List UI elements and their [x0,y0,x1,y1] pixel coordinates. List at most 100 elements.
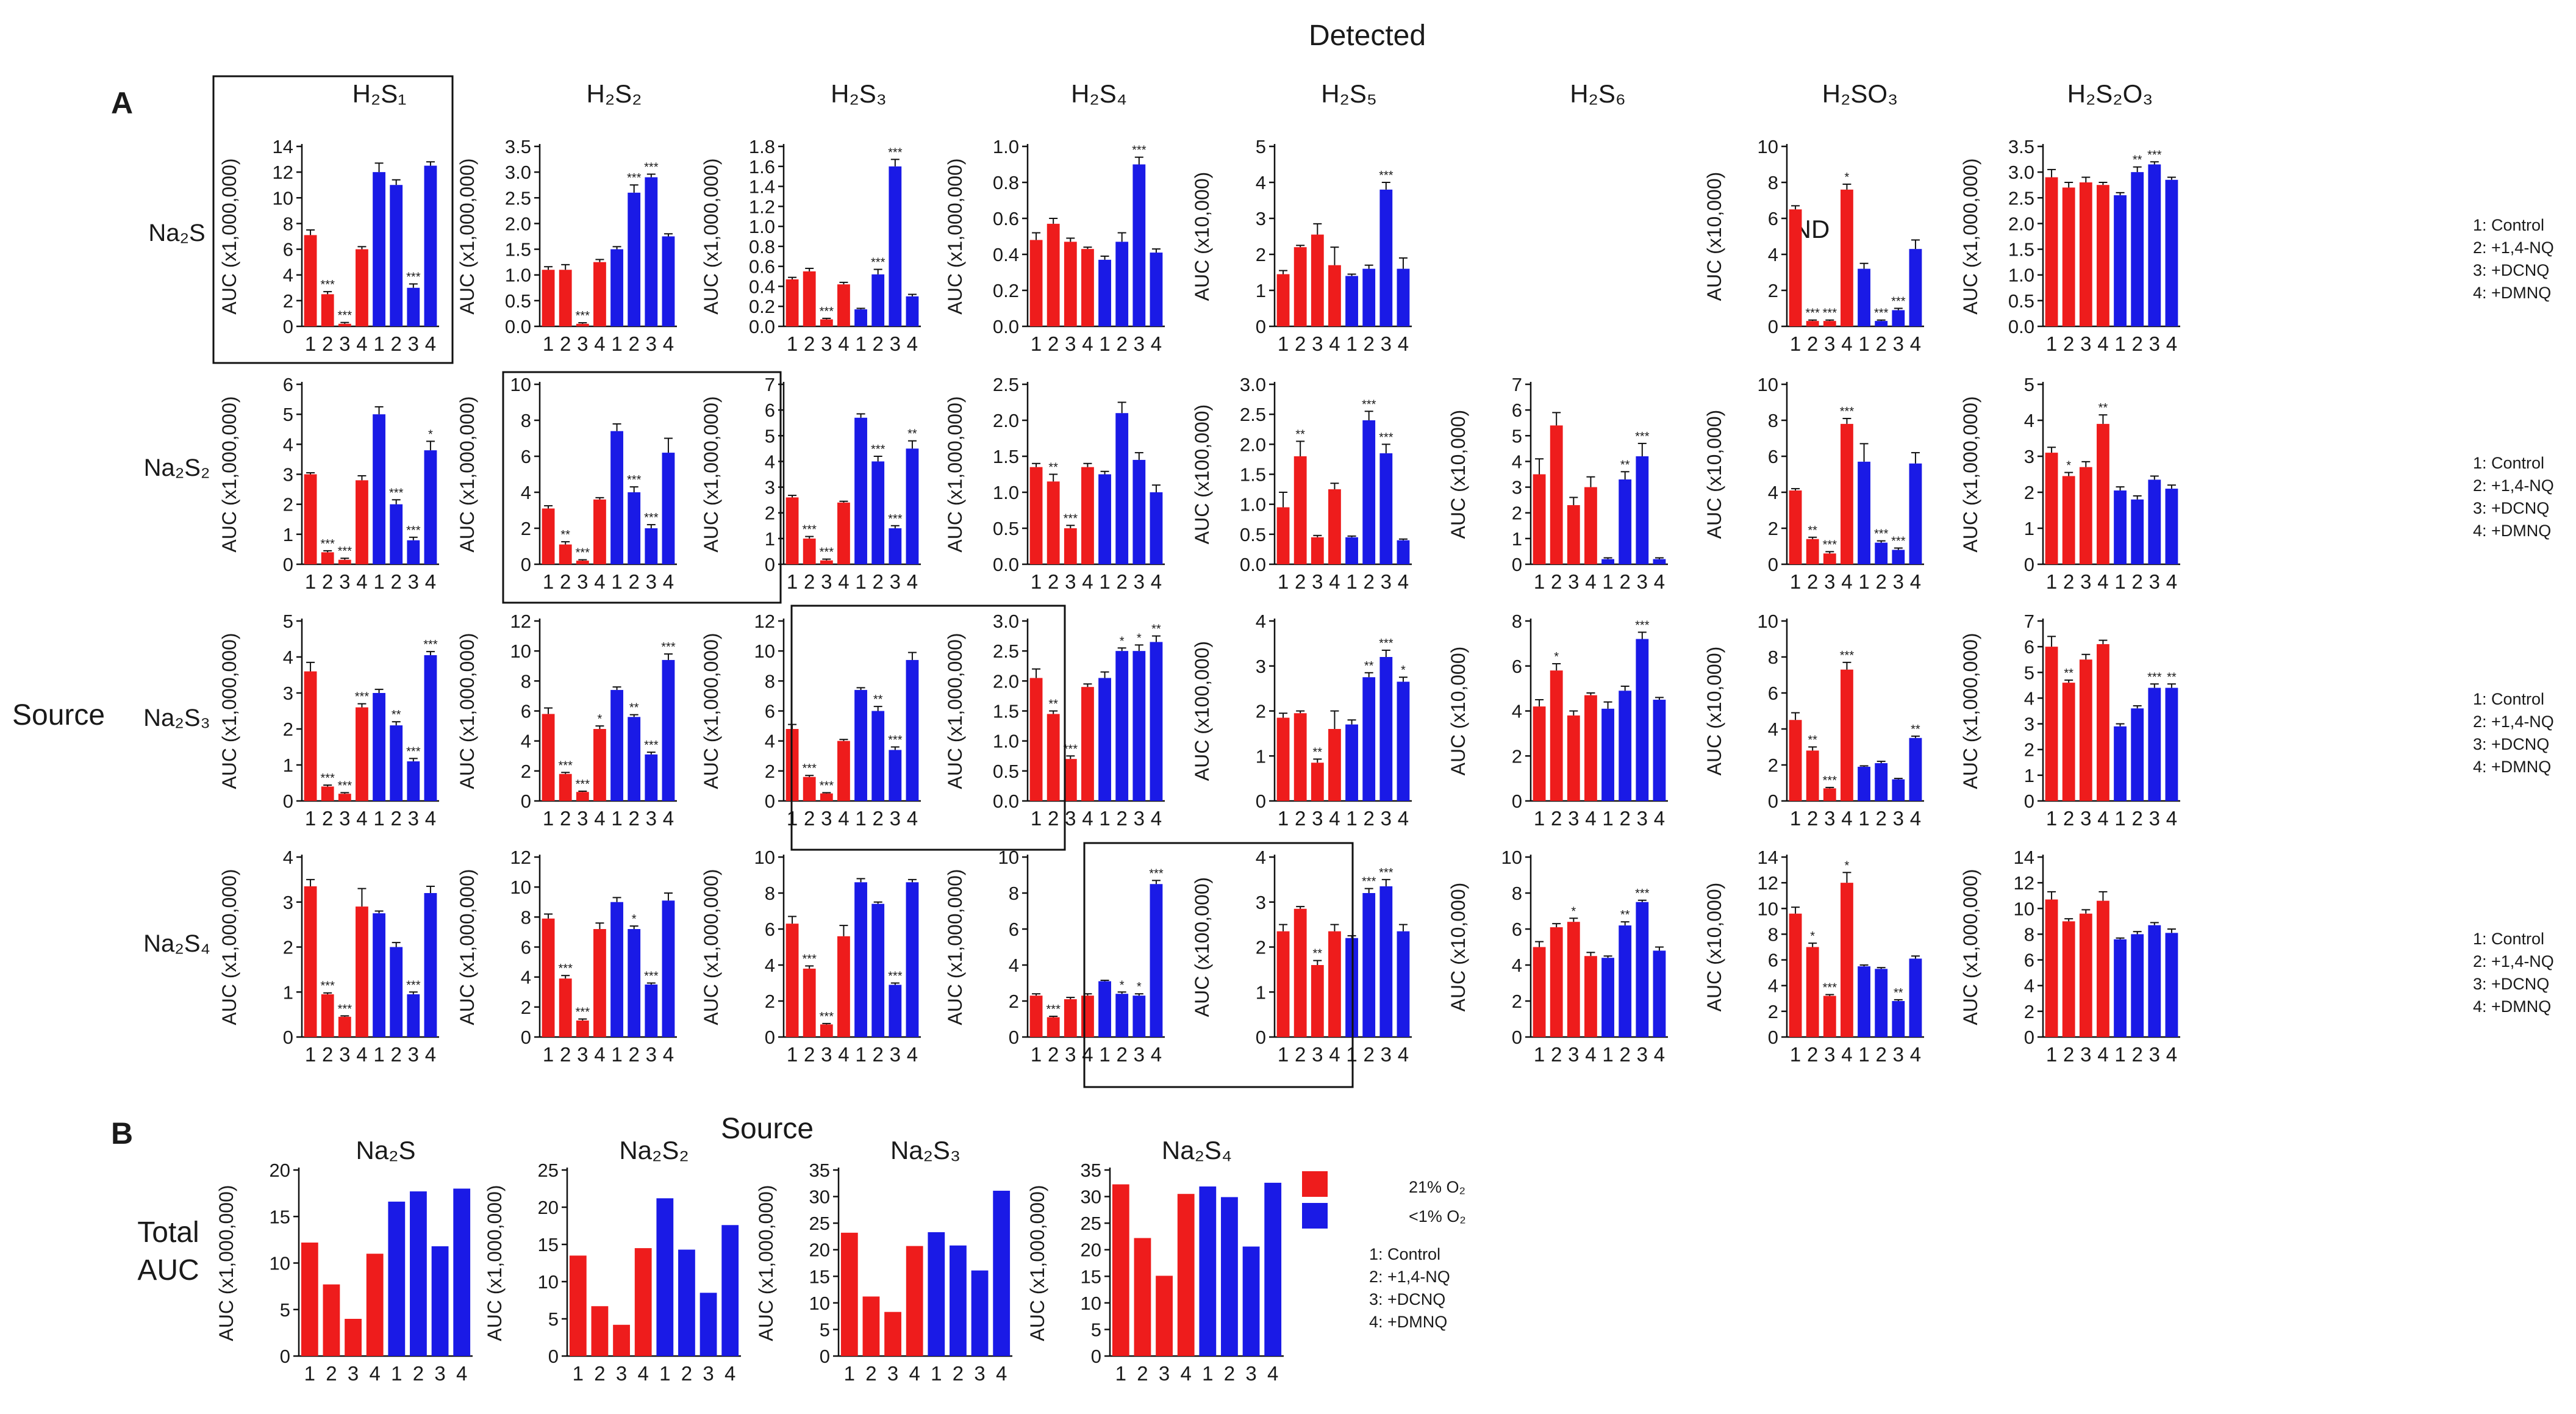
bar [656,1198,674,1356]
bar [2079,913,2092,1037]
x-tick-label: 3 [1824,332,1835,355]
bar [1397,931,1410,1037]
bar [1134,1238,1151,1356]
y-tick-label: 4 [283,847,293,868]
y-tick-label: 0.0 [505,316,531,337]
highlight-box [502,371,782,604]
y-tick-label: 0 [1256,791,1266,812]
y-tick-label: 4 [765,451,775,472]
column-title: H₂S₂ [587,79,642,108]
x-tick-label: 4 [663,1043,674,1066]
x-tick-label: 3 [577,570,588,593]
bar [1397,268,1410,326]
bar [1909,958,1922,1037]
y-tick-label: 0 [2024,791,2034,812]
bar [1841,883,1853,1037]
x-tick-label: 2 [1620,807,1631,830]
bar [1601,559,1614,564]
y-tick-label: 3.0 [1240,374,1266,395]
y-tick-label: 10 [754,847,775,868]
y-tick-label: 1.5 [1240,464,1266,486]
x-tick-label: 1 [373,570,384,593]
bar-chart: 0.0 0.5 1.0 1.5 2.0 2.5 3.0 3.5 AUC (x1,000,000)… [456,136,677,355]
x-tick-label: 3 [1381,332,1392,355]
significance-mark: *** [1635,430,1650,443]
bar [1841,423,1853,564]
bar [1132,651,1146,801]
bar [576,792,589,801]
y-tick-label: 5 [548,1308,559,1330]
bar [2114,726,2127,801]
bar [1293,247,1307,326]
y-tick-label: 8 [521,670,531,692]
legend-treatment-label: 3: +DCNQ [2473,261,2549,279]
significance-mark: ** [2098,401,2108,415]
x-tick-label: 1 [305,570,316,593]
x-tick-label: 4 [907,807,918,830]
y-tick-label: 3 [2024,446,2034,467]
x-tick-label: 4 [2097,332,2108,355]
y-tick-label: 35 [1081,1160,1101,1181]
bar [2165,179,2178,326]
bar [884,1312,901,1356]
x-tick-label: 4 [1329,807,1340,830]
x-tick-label: 3 [890,1043,901,1066]
y-tick-label: 2 [283,494,293,515]
legend-normoxia-label: 21% O₂ [1409,1178,1465,1196]
x-tick-label: 1 [1346,807,1357,830]
bar [1636,639,1649,801]
x-tick-label: 1 [1099,1043,1110,1066]
bar [840,1232,858,1356]
y-tick-label: 0 [765,1027,775,1048]
x-tick-label: 1 [1099,332,1110,355]
bar [323,1284,340,1356]
y-tick-label: 4 [1256,172,1266,193]
column-title: H₂S₂O₃ [2067,79,2153,108]
y-tick-label: 6 [521,446,531,467]
x-tick-label: 1 [844,1362,855,1385]
bar [1098,981,1111,1037]
y-tick-label: 7 [1512,374,1522,395]
significance-mark: * [428,428,433,441]
y-tick-label: 0 [1768,791,1778,812]
x-tick-label: 4 [425,1043,436,1066]
y-tick-label: 10 [1758,136,1778,157]
y-axis-label: AUC (x1,000,000) [1959,633,1981,789]
y-tick-label: 10 [510,641,531,662]
x-tick-label: 2 [804,1043,815,1066]
y-tick-label: 12 [2014,872,2034,894]
y-tick-label: 10 [809,1293,830,1314]
x-tick-label: 1 [543,1043,554,1066]
y-tick-label: 10 [273,187,293,209]
y-tick-label: 0 [1768,554,1778,575]
bar [1823,788,1836,801]
x-tick-label: 2 [322,1043,333,1066]
y-tick-label: 10 [1081,1293,1101,1314]
y-tick-label: 0 [1256,316,1266,337]
y-tick-label: 0.0 [993,554,1019,575]
x-tick-label: 3 [1893,570,1904,593]
bar [407,287,420,326]
y-tick-label: 0.6 [749,256,775,278]
x-tick-label: 2 [873,1043,884,1066]
bar [1892,779,1905,801]
y-tick-label: 5 [2024,374,2034,395]
bar [862,1296,880,1356]
y-tick-label: 1.0 [749,216,775,237]
legend-treatment-label: 1: Control [2473,216,2544,234]
bar [1858,766,1870,801]
y-tick-label: 8 [1512,611,1522,632]
x-tick-label: 4 [356,807,367,830]
y-tick-label: 6 [1768,208,1778,229]
x-tick-label: 1 [543,570,554,593]
y-tick-label: 0 [1768,1027,1778,1048]
y-tick-label: 5 [2024,662,2034,683]
x-tick-label: 3 [1381,570,1392,593]
bar [304,671,317,801]
x-tick-label: 4 [838,570,849,593]
x-tick-label: 3 [1637,807,1648,830]
x-tick-label: 3 [1134,570,1145,593]
y-tick-label: 2 [1512,991,1522,1012]
bar [1328,931,1341,1037]
